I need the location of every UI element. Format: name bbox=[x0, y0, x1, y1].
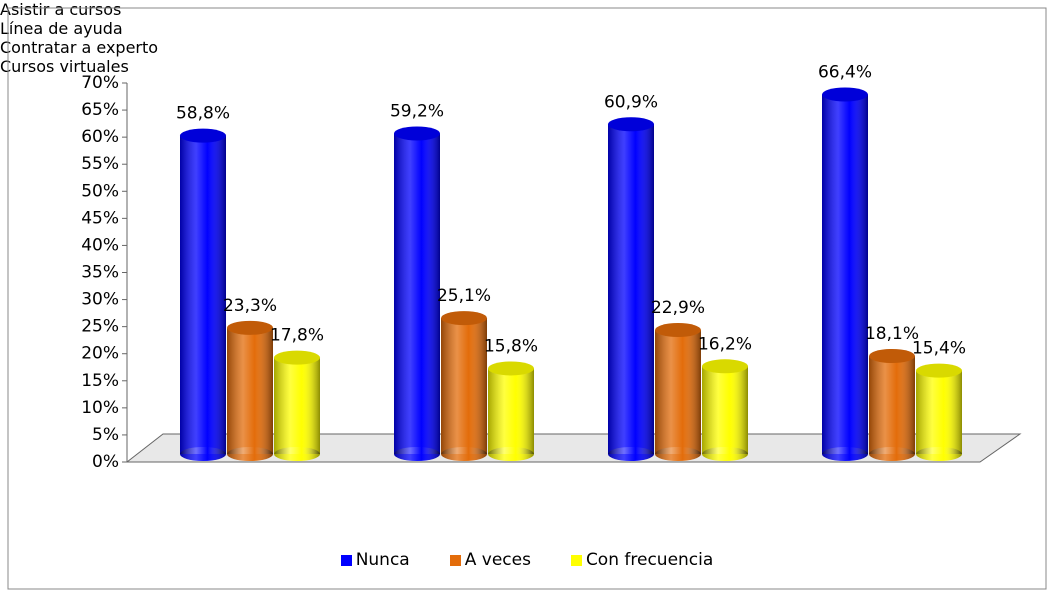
legend-item: Con frecuencia bbox=[570, 550, 714, 570]
y-tick-label: 60% bbox=[81, 127, 119, 147]
bar-top bbox=[608, 117, 654, 132]
y-tick-label: 70% bbox=[81, 73, 119, 93]
bar-top bbox=[441, 311, 487, 326]
value-label: 16,2% bbox=[698, 334, 752, 354]
bar-shade bbox=[274, 357, 320, 454]
y-tick-label: 25% bbox=[81, 317, 119, 337]
legend-item: A veces bbox=[449, 550, 531, 570]
y-tick-label: 40% bbox=[81, 235, 119, 255]
value-label: 17,8% bbox=[270, 326, 324, 346]
bar bbox=[488, 361, 534, 461]
floor bbox=[125, 433, 1022, 463]
bar-shade bbox=[441, 318, 487, 454]
bar-top bbox=[227, 320, 273, 335]
value-label: 18,1% bbox=[865, 324, 919, 344]
y-tick-label: 30% bbox=[81, 290, 119, 310]
y-tick-label: 50% bbox=[81, 181, 119, 201]
frame bbox=[7, 7, 1047, 590]
bar-shade bbox=[822, 94, 868, 455]
bar bbox=[916, 363, 962, 461]
value-label: 58,8% bbox=[176, 104, 230, 124]
bar bbox=[394, 126, 440, 461]
bar-shade bbox=[394, 133, 440, 454]
bar-top-shade bbox=[441, 311, 487, 326]
bar bbox=[608, 117, 654, 461]
bar-top-shade bbox=[488, 361, 534, 376]
bar bbox=[441, 311, 487, 461]
bar-shade bbox=[869, 356, 915, 454]
value-label: 66,4% bbox=[818, 62, 872, 82]
value-label: 22,9% bbox=[651, 298, 705, 318]
bar-top bbox=[274, 350, 320, 365]
bar-shade bbox=[655, 330, 701, 454]
bar-top bbox=[702, 359, 748, 374]
value-label: 15,8% bbox=[484, 336, 538, 356]
bar-top bbox=[394, 126, 440, 141]
bar bbox=[702, 359, 748, 461]
bar-shade bbox=[916, 370, 962, 454]
legend-swatch bbox=[449, 554, 461, 566]
x-tick-label: Línea de ayuda bbox=[0, 19, 123, 38]
bar bbox=[822, 87, 868, 461]
value-label: 23,3% bbox=[223, 296, 277, 316]
value-label: 60,9% bbox=[604, 92, 658, 112]
y-tick-label: 55% bbox=[81, 154, 119, 174]
x-tick-label: Cursos virtuales bbox=[0, 57, 129, 76]
y-tick-label: 20% bbox=[81, 344, 119, 364]
bar-top bbox=[488, 361, 534, 376]
legend-item: Nunca bbox=[340, 550, 410, 570]
bar-top-shade bbox=[869, 349, 915, 364]
y-tick-label: 10% bbox=[81, 398, 119, 418]
legend-label: A veces bbox=[464, 550, 531, 570]
bar bbox=[869, 349, 915, 461]
bar-top bbox=[180, 128, 226, 143]
y-tick-label: 35% bbox=[81, 263, 119, 283]
bar-top-shade bbox=[394, 126, 440, 141]
y-tick-label: 0% bbox=[92, 452, 119, 472]
y-tick-label: 45% bbox=[81, 208, 119, 228]
legend-swatch bbox=[570, 554, 582, 566]
bar bbox=[655, 323, 701, 461]
value-label: 59,2% bbox=[390, 101, 444, 121]
bar-top-shade bbox=[608, 117, 654, 132]
bar-top-shade bbox=[274, 350, 320, 365]
bar-top bbox=[869, 349, 915, 364]
y-tick-label: 15% bbox=[81, 371, 119, 391]
y-tick-label: 65% bbox=[81, 100, 119, 120]
bar-shade bbox=[180, 135, 226, 454]
bar-shade bbox=[488, 368, 534, 454]
bar-top-shade bbox=[822, 87, 868, 102]
bar-top-shade bbox=[702, 359, 748, 374]
bar-shade bbox=[227, 327, 273, 454]
value-label: 25,1% bbox=[437, 286, 491, 306]
x-tick-label: Asistir a cursos bbox=[0, 0, 122, 19]
bar-top bbox=[655, 323, 701, 338]
legend-label: Con frecuencia bbox=[585, 550, 714, 570]
bar-shade bbox=[608, 124, 654, 455]
legend-swatch bbox=[340, 554, 352, 566]
bar-shade bbox=[702, 366, 748, 454]
bar-top-shade bbox=[916, 363, 962, 378]
bar-top-shade bbox=[655, 323, 701, 338]
x-tick-label: Contratar a experto bbox=[0, 38, 159, 57]
bar bbox=[180, 128, 226, 461]
bar-top-shade bbox=[227, 320, 273, 335]
bar-top bbox=[916, 363, 962, 378]
bar-top bbox=[822, 87, 868, 102]
legend-label: Nunca bbox=[355, 550, 410, 570]
bar-top-shade bbox=[180, 128, 226, 143]
legend: Nunca A veces Con frecuencia bbox=[0, 550, 1054, 570]
bar bbox=[274, 350, 320, 461]
value-label: 15,4% bbox=[912, 339, 966, 359]
y-tick-label: 5% bbox=[92, 425, 119, 445]
bar bbox=[227, 320, 273, 461]
